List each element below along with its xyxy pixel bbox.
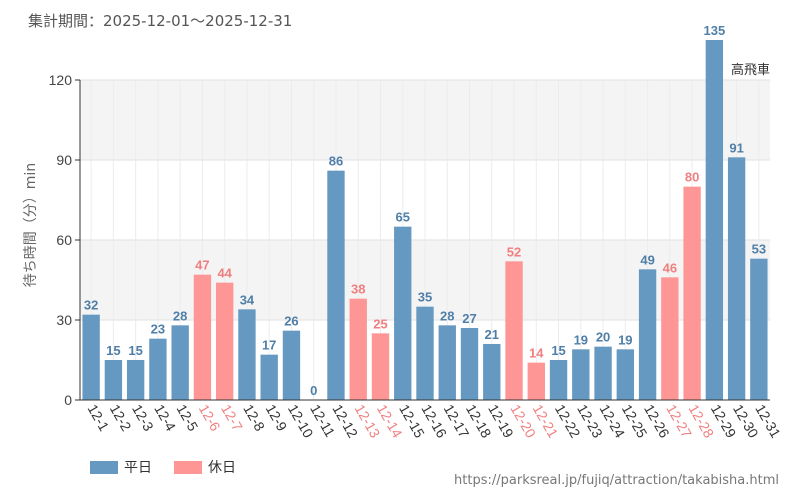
data-label-12-29: 135 (704, 23, 726, 38)
chart-annotation: 高飛車 (731, 62, 770, 78)
data-label-12-12: 86 (329, 154, 343, 169)
bar-12-10 (282, 330, 301, 400)
data-label-12-16: 35 (418, 290, 432, 305)
data-label-12-22: 15 (551, 343, 565, 358)
data-label-12-13: 38 (351, 282, 365, 297)
data-label-12-8: 34 (240, 292, 255, 307)
y-ticks: 0 30 60 90 120 (49, 72, 80, 408)
bar-12-23 (572, 349, 590, 400)
y-tick-label-30: 30 (56, 312, 72, 328)
data-label-12-9: 17 (262, 338, 276, 353)
bar-12-5 (171, 325, 189, 400)
bar-12-14 (371, 333, 390, 400)
bar-12-3 (126, 360, 145, 400)
bar-12-2 (104, 360, 123, 400)
data-label-12-17: 28 (440, 308, 454, 323)
data-label-12-4: 23 (151, 322, 165, 337)
x-tick-12-2: 12-2 (107, 402, 135, 434)
bar-12-1 (82, 314, 100, 400)
legend-swatch-holiday (174, 460, 202, 474)
bar-12-17 (438, 325, 456, 400)
bar-12-27 (661, 277, 679, 400)
bar-12-25 (616, 349, 635, 400)
x-tick-12-9: 12-9 (263, 402, 291, 434)
bar-12-26 (638, 269, 657, 400)
data-label-12-14: 25 (373, 316, 387, 331)
bar-12-6 (193, 274, 212, 400)
legend-label-weekday: 平日 (124, 460, 152, 476)
data-label-12-7: 44 (217, 266, 232, 281)
bar-12-15 (394, 226, 412, 400)
data-label-12-18: 27 (462, 311, 476, 326)
data-label-12-28: 80 (685, 170, 699, 185)
bar-12-13 (349, 298, 367, 400)
x-ticks: 12-112-212-312-412-512-612-712-812-912-1… (85, 402, 785, 441)
bar-12-20 (505, 261, 523, 400)
bar-12-8 (238, 309, 256, 400)
data-label-12-11: 0 (310, 383, 317, 398)
bar-12-4 (149, 338, 167, 400)
bars (82, 40, 768, 400)
x-tick-12-1: 12-1 (85, 402, 113, 434)
bar-12-7 (215, 282, 234, 400)
data-label-12-31: 53 (752, 242, 766, 257)
legend-label-holiday: 休日 (208, 460, 236, 476)
bar-12-28 (683, 186, 701, 400)
x-tick-12-5: 12-5 (174, 402, 202, 434)
bar-12-9 (260, 354, 278, 400)
data-label-12-26: 49 (640, 252, 654, 267)
y-tick-label-90: 90 (56, 152, 72, 168)
bar-12-29 (705, 40, 724, 400)
data-label-12-3: 15 (128, 343, 142, 358)
data-label-12-25: 19 (618, 332, 632, 347)
x-tick-12-3: 12-3 (129, 402, 157, 434)
bar-12-16 (416, 306, 434, 400)
data-label-12-15: 65 (396, 210, 410, 225)
data-label-12-30: 91 (729, 140, 743, 155)
legend-item-holiday: 休日 (174, 457, 236, 477)
source-url[interactable]: https://parksreal.jp/fujiq/attraction/ta… (454, 473, 779, 488)
bar-12-30 (727, 157, 746, 400)
data-label-12-20: 52 (507, 244, 521, 259)
legend-swatch-weekday (90, 460, 118, 474)
bar-12-24 (594, 346, 612, 400)
x-tick-12-4: 12-4 (151, 402, 179, 434)
legend: 平日 休日 (90, 457, 236, 477)
bar-12-31 (750, 258, 768, 400)
data-label-12-23: 19 (574, 332, 588, 347)
data-label-12-2: 15 (106, 343, 120, 358)
data-label-12-21: 14 (529, 346, 544, 361)
x-tick-12-8: 12-8 (240, 402, 268, 434)
data-labels: 32 15 15 23 28 47 44 34 17 26 0 86 38 25 65 35 28 27 21 52 1… (84, 23, 766, 398)
x-tick-12-6: 12-6 (196, 402, 224, 434)
bar-12-18 (460, 328, 479, 400)
x-tick-12-7: 12-7 (218, 402, 246, 434)
data-label-12-10: 26 (284, 314, 298, 329)
bar-12-12 (327, 170, 345, 400)
bar-12-21 (527, 362, 545, 400)
data-label-12-27: 46 (663, 260, 677, 275)
data-label-12-24: 20 (596, 330, 610, 345)
legend-item-weekday: 平日 (90, 457, 152, 477)
data-label-12-5: 28 (173, 308, 187, 323)
data-label-12-1: 32 (84, 298, 98, 313)
data-label-12-19: 21 (485, 327, 499, 342)
bar-12-22 (549, 360, 568, 400)
data-label-12-6: 47 (195, 258, 209, 273)
y-tick-label-120: 120 (49, 72, 73, 88)
bar-12-19 (483, 344, 501, 400)
y-tick-label-0: 0 (64, 392, 72, 408)
period-label: 集計期間：2025-12-01～2025-12-31 (28, 12, 293, 30)
y-tick-label-60: 60 (56, 232, 72, 248)
